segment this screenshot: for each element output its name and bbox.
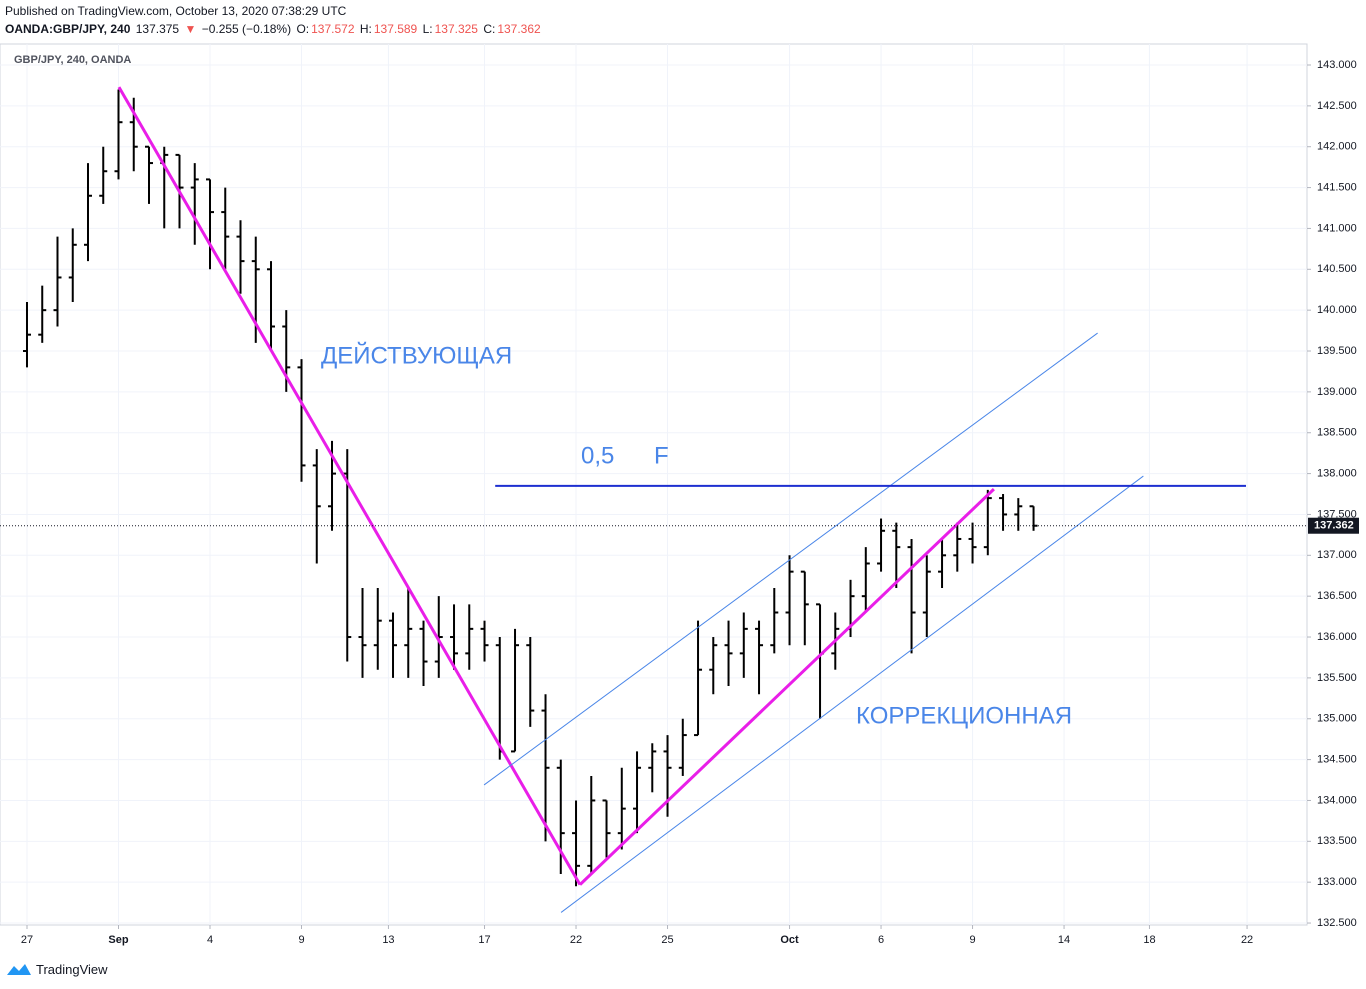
y-tick-label: 132.500 — [1317, 917, 1357, 929]
plot-frame — [0, 43, 1308, 926]
y-tick-label: 137.000 — [1317, 549, 1357, 561]
x-tick-label: Oct — [780, 934, 799, 946]
o-label: O: — [296, 22, 310, 36]
trend-line — [560, 475, 1144, 913]
annotation: КОРРЕКЦИОННАЯ — [856, 702, 1072, 729]
symbol: OANDA:GBP/JPY, 240 — [5, 22, 131, 36]
open-value: 137.572 — [311, 22, 355, 36]
y-tick-label: 134.500 — [1317, 754, 1357, 766]
y-tick-label: 142.000 — [1317, 141, 1357, 153]
x-tick-label: 27 — [21, 934, 33, 946]
x-tick-label: 9 — [298, 934, 304, 946]
logo — [7, 964, 31, 975]
y-tick-label: 138.000 — [1317, 467, 1357, 479]
x-tick-label: 22 — [1241, 934, 1253, 946]
annotation: 0,5 — [581, 442, 614, 469]
brand: TradingView — [36, 961, 108, 977]
y-tick-label: 142.500 — [1317, 100, 1357, 112]
trend-line — [483, 332, 1098, 786]
y-tick-label: 136.000 — [1317, 631, 1357, 643]
arrow: ▼ — [184, 22, 197, 36]
y-tick-label: 137.500 — [1317, 508, 1357, 520]
x-tick-label: 25 — [661, 934, 673, 946]
x-tick-label: 6 — [878, 934, 884, 946]
x-tick-label: 4 — [207, 934, 213, 946]
y-tick-label: 140.000 — [1317, 304, 1357, 316]
published-line: Published on TradingView.com, October 13… — [5, 4, 347, 18]
annotation: ДЕЙСТВУЮЩАЯ — [321, 341, 512, 369]
y-tick-label: 134.000 — [1317, 794, 1357, 806]
x-tick-label: 9 — [969, 934, 975, 946]
y-tick-label: 135.000 — [1317, 713, 1357, 725]
last-price-label: 137.362 — [1314, 520, 1354, 532]
y-tick-label: 133.000 — [1317, 876, 1357, 888]
y-tick-label: 138.500 — [1317, 427, 1357, 439]
low-value: 137.325 — [434, 22, 478, 36]
chart: 132.500 133.000 133.500 134.000 134.500 135.0… — [0, 43, 1359, 946]
y-tick-label: 143.000 — [1317, 59, 1357, 71]
y-tick-label: 141.000 — [1317, 222, 1357, 234]
l-label: L: — [422, 22, 433, 36]
close-value: 137.362 — [497, 22, 541, 36]
last-price-box — [1308, 517, 1359, 534]
trend-line — [578, 488, 995, 886]
x-tick-label: 14 — [1058, 934, 1070, 946]
c-label: C: — [483, 22, 496, 36]
h-label: H: — [359, 22, 372, 36]
last-price: 137.375 — [135, 22, 180, 36]
trend-line — [117, 86, 582, 886]
y-tick-label: 139.500 — [1317, 345, 1357, 357]
subtitle: GBP/JPY, 240, OANDA — [14, 54, 131, 66]
y-tick-label: 136.500 — [1317, 590, 1357, 602]
symbol-line: OANDA:GBP/JPY, 240 137.375 ▼ −0.255 (−0.… — [5, 22, 543, 36]
footer: TradingView — [6, 961, 108, 977]
x-tick-label: Sep — [108, 934, 128, 946]
annotation: F — [654, 442, 669, 469]
y-tick-label: 133.500 — [1317, 835, 1357, 847]
y-tick-label: 139.000 — [1317, 386, 1357, 398]
change: −0.255 (−0.18%) — [201, 22, 292, 36]
x-tick-label: 17 — [478, 934, 490, 946]
x-tick-label: 18 — [1143, 934, 1155, 946]
high-value: 137.589 — [373, 22, 418, 36]
y-tick-label: 141.500 — [1317, 181, 1357, 193]
y-tick-label: 135.500 — [1317, 672, 1357, 684]
y-tick-label: 140.500 — [1317, 263, 1357, 275]
x-tick-label: 13 — [382, 934, 394, 946]
x-tick-label: 22 — [570, 934, 582, 946]
